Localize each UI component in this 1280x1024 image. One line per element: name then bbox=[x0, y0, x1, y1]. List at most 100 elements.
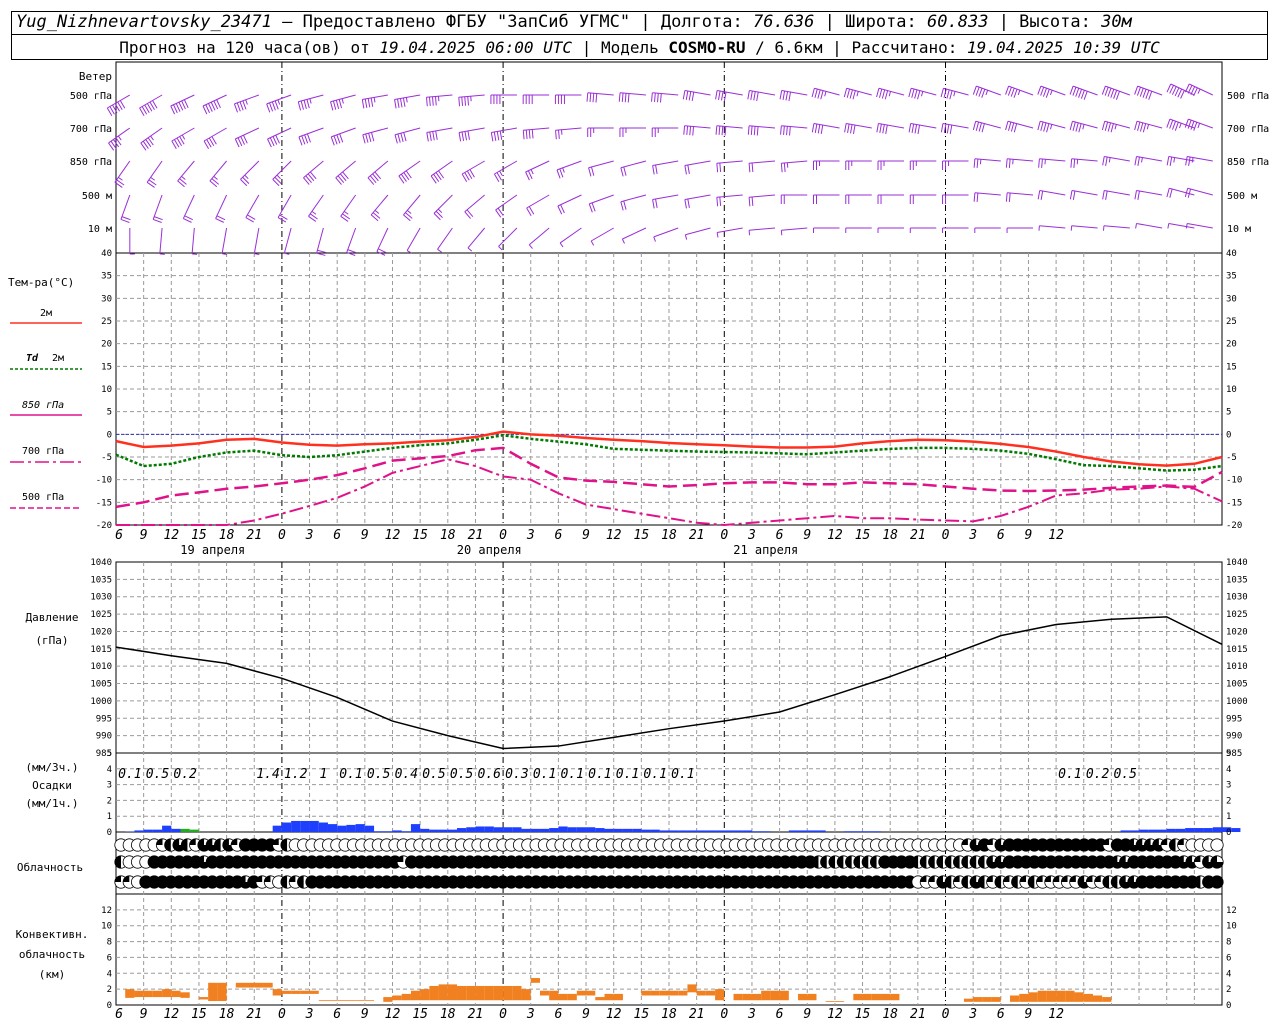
wind-barb-flag bbox=[403, 132, 407, 142]
precip-bar bbox=[383, 831, 393, 832]
cloud-fill-half bbox=[845, 855, 852, 869]
time-tick-upper: 15 bbox=[855, 528, 871, 543]
wind-barb-flag bbox=[242, 134, 248, 144]
time-tick-upper: 0 bbox=[278, 528, 286, 543]
wind-barb-flag bbox=[208, 103, 213, 112]
wind-barb-flag bbox=[272, 136, 278, 145]
wind-barb-flag bbox=[940, 123, 944, 133]
y-tick-right: 1000 bbox=[1226, 697, 1248, 707]
wind-barb-flag bbox=[1185, 156, 1188, 166]
wind-barb-flag bbox=[1078, 89, 1083, 98]
wind-barb-flag bbox=[330, 101, 334, 111]
conv-bar bbox=[475, 985, 485, 1001]
wind-barb-flag bbox=[884, 90, 889, 100]
wind-barb-flag bbox=[184, 215, 193, 221]
precip-bar bbox=[871, 831, 881, 832]
precip-bar bbox=[1120, 830, 1130, 832]
wind-barb-flag bbox=[216, 215, 226, 221]
precip-bar bbox=[512, 827, 522, 832]
wind-barb-flag bbox=[140, 142, 147, 151]
wind-barb-staff bbox=[1188, 118, 1213, 129]
wind-barb-flag bbox=[1193, 122, 1198, 131]
wind-barb-flag bbox=[1166, 83, 1172, 93]
y-tick-right: 1005 bbox=[1226, 680, 1248, 690]
wind-barb-flag bbox=[213, 175, 218, 180]
wind-barb-flag bbox=[753, 126, 756, 136]
conv-bar bbox=[530, 978, 540, 983]
wind-barb-flag bbox=[652, 165, 655, 175]
y-tick-left: 2 bbox=[107, 985, 112, 995]
wind-barb-flag bbox=[433, 173, 440, 182]
wind-barb-flag bbox=[338, 99, 343, 109]
wind-barb-flag bbox=[1008, 192, 1011, 203]
precip-unit-1h: (мм/1ч.) bbox=[26, 797, 79, 810]
wind-barb-flag bbox=[1146, 124, 1150, 130]
wind-barb-flag bbox=[435, 172, 442, 181]
precip-total-label: 0.6 bbox=[478, 767, 502, 782]
y-tick-right: 6 bbox=[1226, 953, 1231, 963]
wind-barb-flag bbox=[882, 124, 885, 134]
time-tick-lower: 12 bbox=[827, 1007, 843, 1022]
wind-barb-flag bbox=[1069, 190, 1073, 200]
wind-barb-staff bbox=[528, 227, 550, 246]
time-tick-lower: 6 bbox=[997, 1007, 1005, 1022]
wind-barb-flag bbox=[466, 170, 473, 180]
wind-barb-flag bbox=[783, 162, 786, 173]
cloud-fill-quarter bbox=[397, 855, 404, 862]
wind-barb-staff bbox=[1168, 155, 1195, 162]
precip-total-label: 0.1 bbox=[118, 767, 141, 782]
precip-bar bbox=[1185, 828, 1195, 832]
cloud-fill-half bbox=[978, 855, 985, 869]
wind-barb-flag bbox=[528, 206, 535, 215]
wind-barb-staff bbox=[911, 87, 937, 96]
wind-barb-flag bbox=[1017, 90, 1021, 96]
wind-barb-flag bbox=[461, 173, 468, 183]
wind-barb-flag bbox=[109, 106, 115, 115]
wind-barb-flag bbox=[1134, 121, 1138, 131]
y-tick-right: 2 bbox=[1226, 796, 1231, 806]
time-tick-upper: 18 bbox=[219, 528, 235, 543]
wind-barb-staff bbox=[461, 160, 485, 175]
wind-barb-flag bbox=[747, 125, 750, 135]
y-tick-left: 12 bbox=[101, 906, 112, 916]
wind-barb-flag bbox=[304, 134, 309, 144]
wind-barb-staff bbox=[588, 160, 614, 169]
precip-total-label: 0.5 bbox=[146, 767, 170, 782]
wind-barb-flag bbox=[108, 142, 115, 151]
wind-barb-flag bbox=[940, 88, 944, 98]
wind-barb-flag bbox=[528, 129, 531, 139]
cloud-circle bbox=[1210, 838, 1224, 852]
precip-bar bbox=[1203, 828, 1213, 832]
y-tick-right: 5 bbox=[1226, 408, 1231, 418]
y-tick-right: 20 bbox=[1226, 340, 1237, 350]
provider-text: — Предоставлено ФГБУ "ЗапСиб УГМС" | bbox=[282, 12, 651, 32]
wind-barb-flag bbox=[303, 100, 307, 109]
wind-barb-staff bbox=[308, 194, 324, 217]
wind-barb-flag bbox=[820, 90, 824, 100]
wind-barb-flag bbox=[1139, 122, 1144, 132]
wind-barb-flag bbox=[464, 96, 467, 106]
wind-barb-flag bbox=[333, 135, 338, 145]
wind-barb-staff bbox=[749, 194, 776, 198]
wind-barb-flag bbox=[274, 176, 282, 184]
wind-barb-flag bbox=[1007, 86, 1012, 96]
wind-barb-flag bbox=[1134, 190, 1137, 200]
wind-barb-staff bbox=[555, 127, 582, 131]
y-tick-left: 1035 bbox=[90, 575, 112, 585]
wind-barb-flag bbox=[786, 126, 788, 136]
precip-bar bbox=[788, 830, 799, 832]
wind-barb-flag bbox=[211, 136, 217, 145]
longitude-value: 76.636 bbox=[752, 12, 815, 32]
conv-bar bbox=[162, 989, 172, 998]
wind-barb-flag bbox=[876, 123, 879, 133]
wind-barb-flag bbox=[150, 135, 154, 141]
wind-barb-flag bbox=[719, 196, 722, 207]
wind-barb-staff bbox=[426, 94, 453, 98]
y-tick-left: 0 bbox=[107, 1001, 112, 1011]
precip-bar bbox=[807, 830, 817, 832]
wind-barb-flag bbox=[1166, 156, 1170, 166]
temp-series-dashdot bbox=[116, 458, 1223, 527]
wind-barb-flag bbox=[336, 134, 341, 144]
wind-barb-flag bbox=[237, 137, 243, 147]
precip-bar bbox=[364, 825, 375, 832]
